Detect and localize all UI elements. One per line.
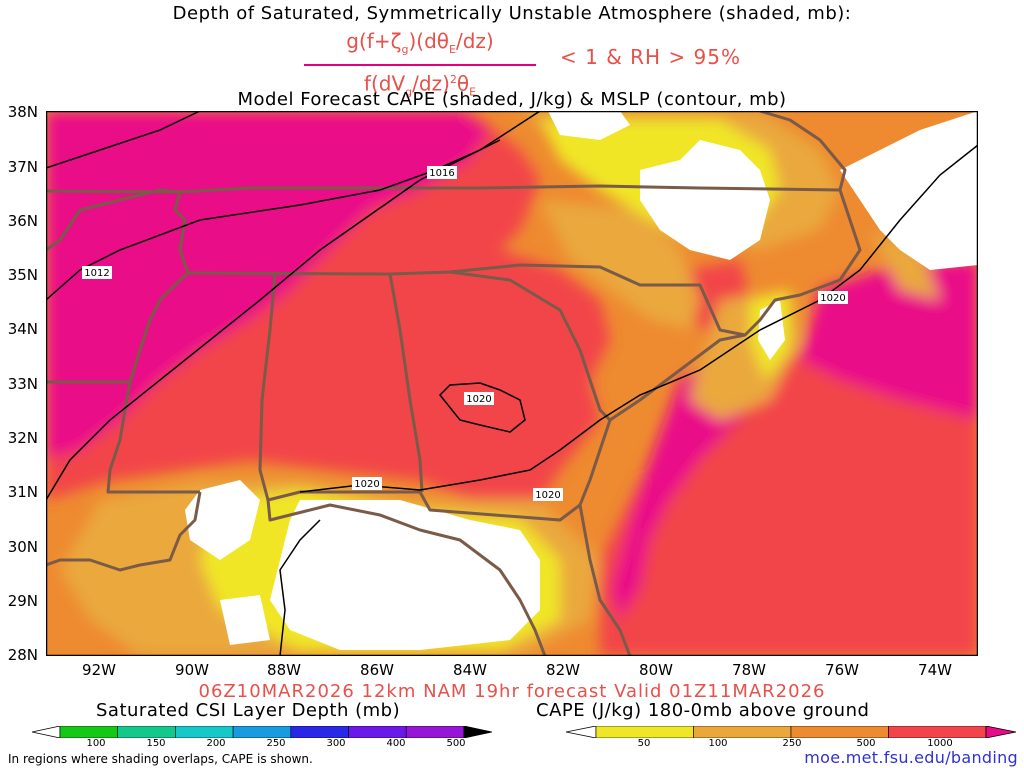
isobar-label-1020: 1020 <box>535 490 560 501</box>
no-cape-regions <box>185 111 978 650</box>
csi-tick-label: 200 <box>206 738 226 749</box>
lon-label: 86W <box>360 661 394 679</box>
lat-label: 34N <box>7 320 38 338</box>
csi-bar-high-arrow <box>463 726 492 738</box>
formula-condition: < 1 & RH > 95% <box>560 45 742 69</box>
isobar-label-1012: 1012 <box>84 268 109 279</box>
cape-tick-label: 1000 <box>927 738 953 749</box>
lon-label: 80W <box>639 661 673 679</box>
lat-label: 29N <box>7 592 38 610</box>
state-borders <box>46 111 862 656</box>
csi-color-cell <box>405 726 465 738</box>
map-frame <box>46 111 978 656</box>
csi-formula: g(f+ζg)(dθE/dz) f(dVg/dz)2θE <box>300 29 540 105</box>
csi-tick-label: 250 <box>266 738 286 749</box>
csi-colorbar-title: Saturated CSI Layer Depth (mb) <box>96 700 401 721</box>
lat-label: 31N <box>7 483 38 501</box>
cape-colorbar-title: CAPE (J/kg) 180-0mb above ground <box>536 700 870 721</box>
lat-label: 38N <box>7 103 38 121</box>
csi-color-cell <box>175 726 234 738</box>
lon-label: 92W <box>82 661 116 679</box>
lon-label: 76W <box>825 661 859 679</box>
formula-numerator: g(f+ζg)(dθE/dz) <box>346 29 494 56</box>
lon-label: 82W <box>546 661 580 679</box>
lon-label: 78W <box>732 661 766 679</box>
lat-label: 37N <box>7 158 38 176</box>
forecast-map: 1016 1012 1020 1020 1020 1020 <box>46 111 978 656</box>
cape-color-cell <box>790 726 889 738</box>
isobar-label-1020: 1020 <box>820 293 845 304</box>
csi-color-cell <box>348 726 407 738</box>
csi-tick-label: 500 <box>446 738 466 749</box>
lat-label: 35N <box>7 266 38 284</box>
csi-color-cell <box>59 726 119 738</box>
formula-fraction-bar <box>304 64 536 66</box>
cape-color-cell <box>888 726 987 738</box>
lon-label: 90W <box>175 661 209 679</box>
isobar-label-1020: 1020 <box>354 479 379 490</box>
lat-label: 36N <box>7 212 38 230</box>
cape-color-cell <box>595 726 694 738</box>
csi-bar-low-arrow <box>32 726 61 738</box>
lat-label: 33N <box>7 375 38 393</box>
cape-colorbar <box>566 726 1016 738</box>
csi-color-cell <box>290 726 349 738</box>
forecast-valid-line: 06Z10MAR2026 12km NAM 19hr forecast Vali… <box>198 681 826 702</box>
cape-tick-label: 100 <box>708 738 728 749</box>
csi-tick-label: 100 <box>86 738 106 749</box>
csi-color-cell <box>232 726 292 738</box>
lon-label: 88W <box>267 661 301 679</box>
lon-label: 74W <box>918 661 952 679</box>
title-line-2: Model Forecast CAPE (shaded, J/kg) & MSL… <box>237 89 787 110</box>
csi-tick-label: 150 <box>146 738 166 749</box>
csi-tick-label: 400 <box>386 738 406 749</box>
overlap-note: In regions where shading overlaps, CAPE … <box>8 752 313 766</box>
csi-color-cell <box>117 726 176 738</box>
cape-bar-low-arrow <box>566 726 597 738</box>
isobar-label-1020: 1020 <box>466 394 491 405</box>
lat-label: 28N <box>7 646 38 664</box>
cape-color-cell <box>693 726 792 738</box>
lat-label: 32N <box>7 429 38 447</box>
cape-tick-label: 500 <box>856 738 876 749</box>
csi-colorbar <box>32 726 492 738</box>
cape-tick-label: 250 <box>782 738 802 749</box>
csi-tick-label: 300 <box>326 738 346 749</box>
isobar-labels: 1016 1012 1020 1020 1020 1020 <box>82 166 848 501</box>
lat-label: 30N <box>7 538 38 556</box>
formula-denominator: f(dVg/dz)2θE <box>363 71 477 99</box>
lon-label: 84W <box>453 661 487 679</box>
cape-tick-label: 50 <box>637 738 651 749</box>
cape-bar-high-arrow <box>985 726 1016 738</box>
isobars <box>46 111 978 656</box>
cape-shading <box>46 111 978 656</box>
isobar-label-1016: 1016 <box>429 168 454 179</box>
title-line-1: Depth of Saturated, Symmetrically Unstab… <box>172 3 852 24</box>
website-link[interactable]: moe.met.fsu.edu/banding <box>804 748 1018 767</box>
